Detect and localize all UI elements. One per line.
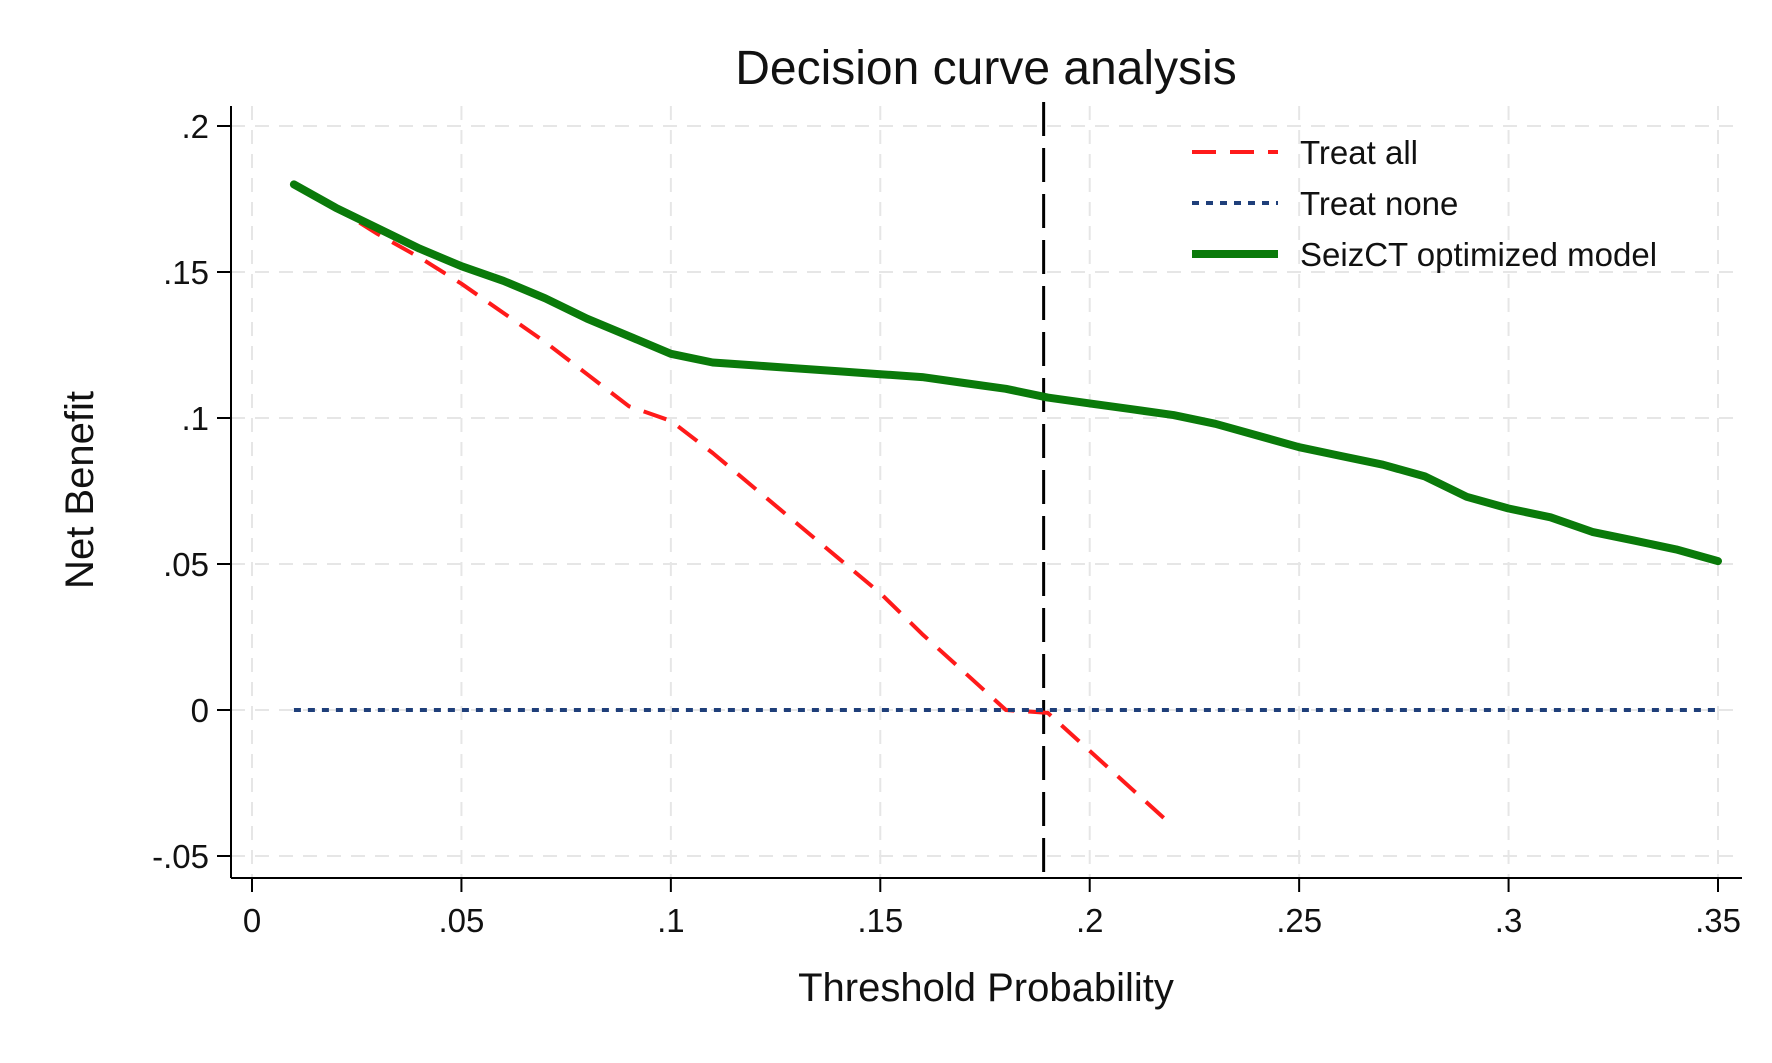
x-tick-label-7: .35 — [1695, 902, 1741, 939]
axis-layer: 0 .05 .1 .15 .2 .25 .3 .35 -.05 0 .05 .1 .15 .2 — [152, 106, 1742, 939]
y-tick-label-4: .15 — [163, 254, 209, 291]
x-axis-title: Threshold Probability — [798, 966, 1174, 1010]
legend-label-1: Treat none — [1300, 185, 1458, 222]
series-line-treat-all — [292, 182, 1175, 829]
x-tick-label-3: .15 — [857, 902, 903, 939]
x-tick-label-4: .2 — [1076, 902, 1104, 939]
y-tick-label-2: .05 — [163, 546, 209, 583]
x-tick-label-5: .25 — [1276, 902, 1322, 939]
y-tick-label-0: -.05 — [152, 838, 209, 875]
x-tick-label-0: 0 — [243, 902, 261, 939]
chart-title: Decision curve analysis — [735, 42, 1237, 95]
series-layer — [289, 180, 1722, 829]
y-axis-title: Net Benefit — [58, 391, 102, 589]
x-tick-label-6: .3 — [1495, 902, 1523, 939]
y-tick-label-5: .2 — [181, 108, 209, 145]
y-tick-label-3: .1 — [181, 400, 209, 437]
x-tick-label-1: .05 — [438, 902, 484, 939]
y-tick-label-1: 0 — [191, 692, 209, 729]
x-tick-label-2: .1 — [657, 902, 685, 939]
legend-label-0: Treat all — [1300, 134, 1418, 171]
legend: Treat all Treat none SeizCT optimized mode… — [1192, 134, 1657, 273]
legend-label-2: SeizCT optimized model — [1300, 236, 1657, 273]
series-line-seizct-optimized-model — [289, 180, 1722, 566]
